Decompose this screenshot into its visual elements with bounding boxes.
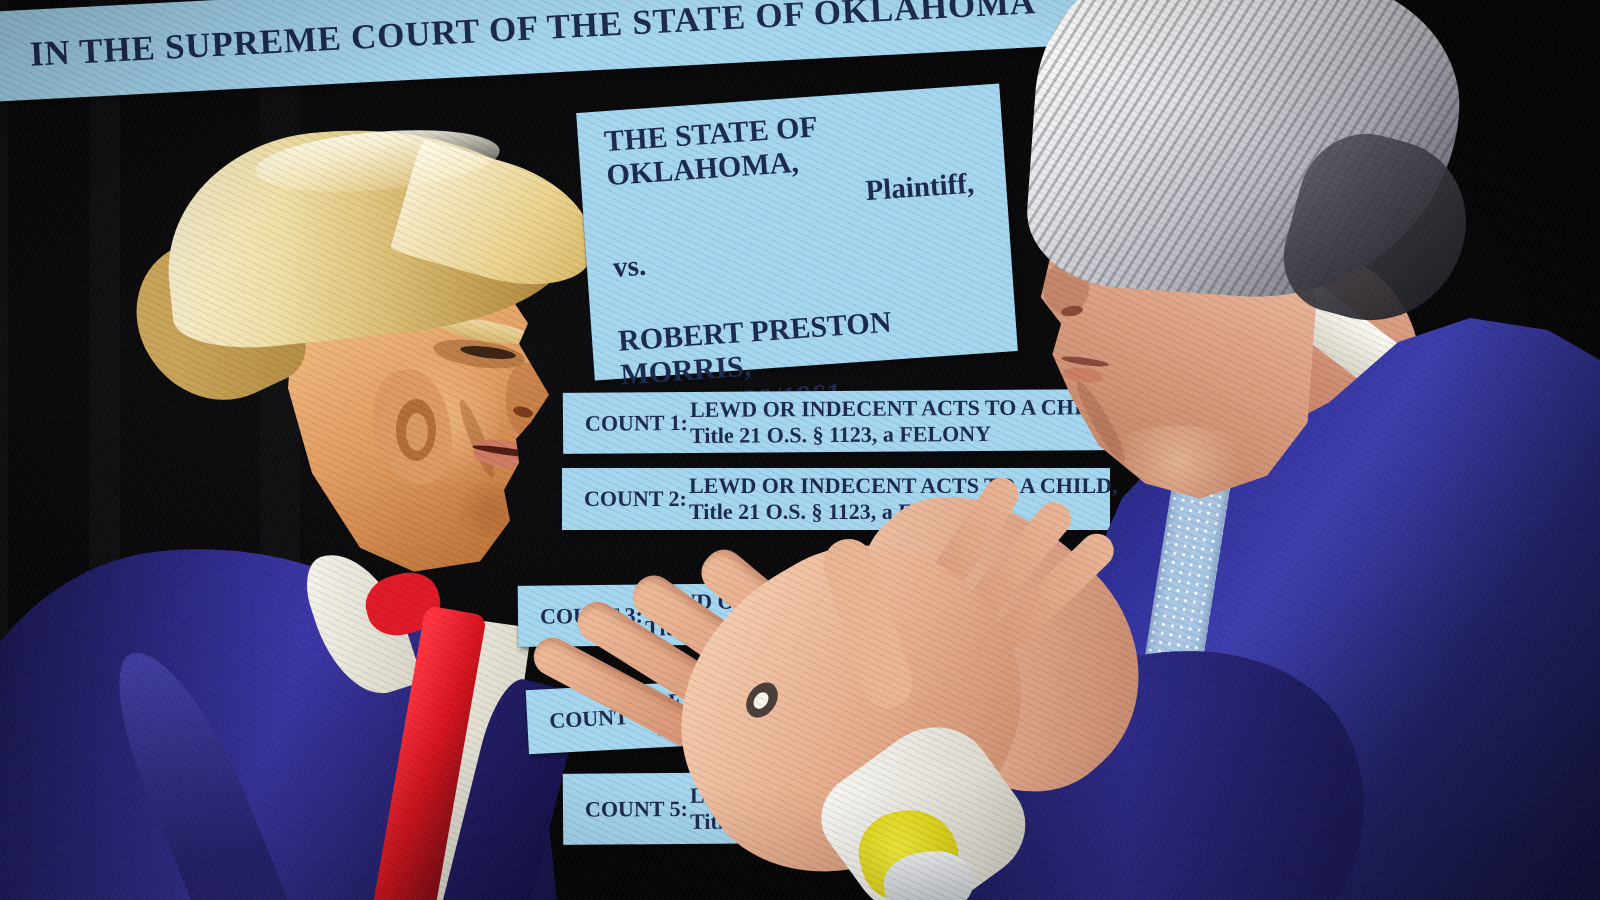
right-figure-mouth-line	[1060, 354, 1110, 369]
ring-highlight	[750, 689, 772, 712]
count-2-box: COUNT 2: LEWD OR INDECENT ACTS TO A CHIL…	[562, 468, 1118, 530]
versus-label: vs.	[611, 249, 648, 284]
ear-inner-fold	[406, 413, 428, 451]
count-charge: LEWD OR INDECENT ACTS TO A CHILD,	[689, 473, 1118, 498]
right-figure-lips	[1062, 365, 1104, 385]
count-statute: Title 21 O.S. § 1123, a FELONY	[690, 420, 992, 448]
count-1-box: COUNT 1: LEWD OR INDECENT ACTS TO A CHIL…	[562, 389, 1119, 454]
case-caption-box: THE STATE OF OKLAHOMA, Plaintiff, vs. RO…	[576, 83, 1018, 442]
count-charge: LEWD OR INDECENT ACTS TO A CHILD,	[689, 393, 1119, 422]
count-label: COUNT 5:	[584, 795, 688, 822]
count-label: COUNT 2:	[584, 486, 687, 511]
count-label: COUNT 1:	[584, 409, 688, 436]
